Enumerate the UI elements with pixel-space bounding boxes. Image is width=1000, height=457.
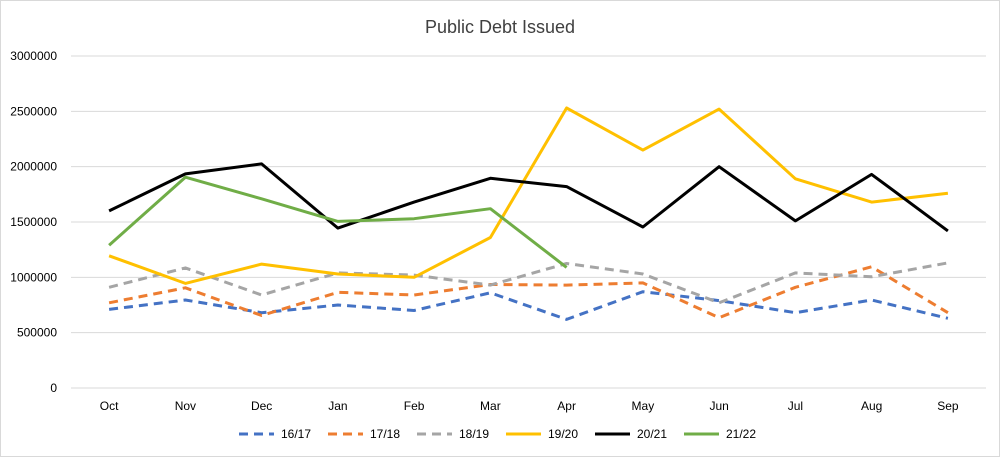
series-line-17-18 — [108, 265, 949, 320]
legend-label: 18/19 — [459, 427, 489, 441]
gridlines — [71, 55, 986, 389]
y-tick-label: 2500000 — [10, 104, 57, 118]
x-tick-label: Apr — [557, 399, 576, 413]
legend-label: 21/22 — [726, 427, 756, 441]
series-line-18-19 — [108, 261, 949, 305]
x-tick-label: Feb — [404, 399, 425, 413]
y-tick-label: 2000000 — [10, 160, 57, 174]
x-tick-label: Jun — [709, 399, 728, 413]
x-tick-label: Mar — [480, 399, 501, 413]
y-tick-label: 1500000 — [10, 215, 57, 229]
x-axis-ticks: Oct Nov Dec Jan Feb Mar Apr May Jun Jul Aug Sep — [100, 399, 959, 413]
series-lines — [108, 106, 949, 321]
series-line-16-17 — [108, 290, 949, 321]
legend-label: 17/18 — [370, 427, 400, 441]
y-axis-ticks: 0 500000 1000000 1500000 2000000 2500000 30000… — [10, 49, 57, 395]
series-line-19-20 — [108, 106, 949, 285]
x-tick-label: Sep — [937, 399, 959, 413]
y-tick-label: 1000000 — [10, 270, 57, 284]
series-line-20-21 — [108, 162, 949, 233]
chart-title: Public Debt Issued — [425, 17, 575, 37]
legend: 16/17 17/18 18/19 19/20 20/21 21/22 — [239, 427, 756, 441]
y-tick-label: 3000000 — [10, 49, 57, 63]
legend-label: 16/17 — [281, 427, 311, 441]
legend-label: 19/20 — [548, 427, 578, 441]
y-tick-label: 0 — [50, 381, 57, 395]
legend-label: 20/21 — [637, 427, 667, 441]
series-line-21-22 — [108, 175, 568, 269]
x-tick-label: Jul — [788, 399, 803, 413]
x-tick-label: Oct — [100, 399, 119, 413]
x-tick-label: Dec — [251, 399, 272, 413]
x-tick-label: May — [632, 399, 655, 413]
x-tick-label: Aug — [861, 399, 882, 413]
y-tick-label: 500000 — [17, 326, 57, 340]
x-tick-label: Nov — [175, 399, 196, 413]
x-tick-label: Jan — [328, 399, 347, 413]
